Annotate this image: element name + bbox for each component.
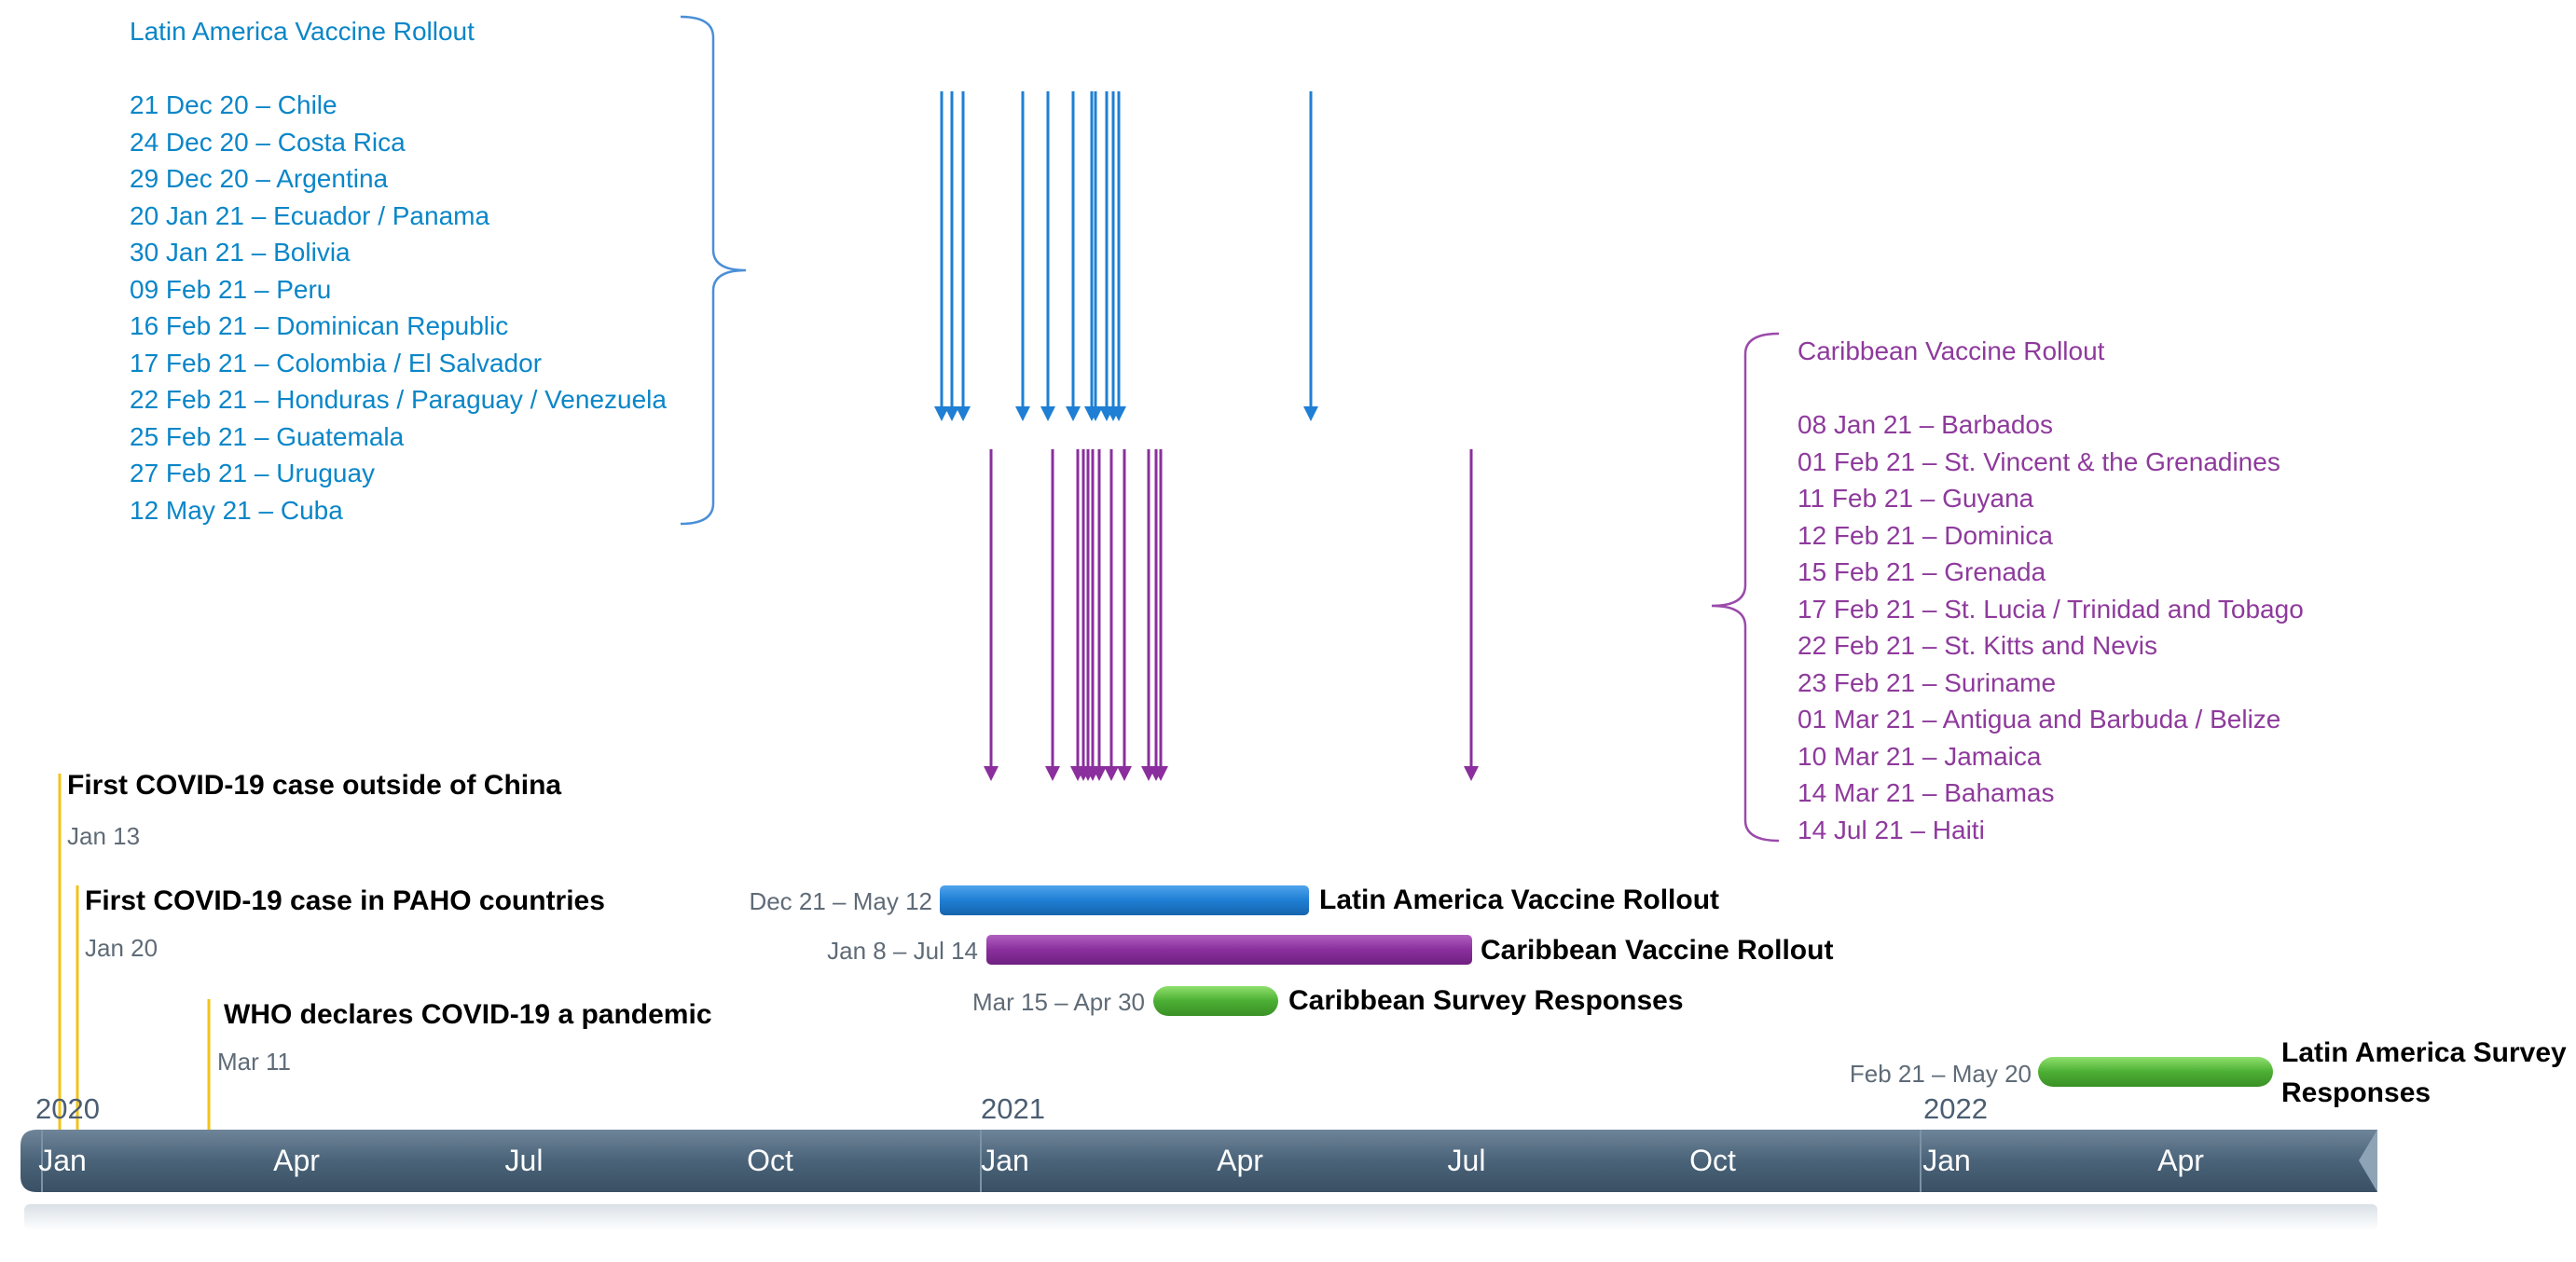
bar-caribbean-rollout xyxy=(986,935,1472,965)
latin-america-arrow-head xyxy=(944,406,959,421)
month-label: Jan xyxy=(38,1144,87,1177)
latin-america-arrow-group xyxy=(934,91,1318,421)
latin-america-arrow-head xyxy=(1015,406,1030,421)
list-item: 12 May 21 – Cuba xyxy=(130,495,343,525)
bar-label: Responses xyxy=(2281,1077,2431,1108)
milestone-title: First COVID-19 case in PAHO countries xyxy=(85,885,605,916)
latin-america-arrow-head xyxy=(934,406,949,421)
month-label: Jul xyxy=(504,1144,544,1177)
caribbean-brace xyxy=(1711,332,1780,843)
caribbean-arrow-head xyxy=(1153,766,1168,781)
list-item: 22 Feb 21 – Honduras / Paraguay / Venezu… xyxy=(130,385,667,414)
year-label: 2022 xyxy=(1923,1092,1988,1125)
latin-america-brace xyxy=(680,15,747,526)
milestone-title: First COVID-19 case outside of China xyxy=(67,770,562,801)
milestone-title: WHO declares COVID-19 a pandemic xyxy=(224,999,712,1030)
caribbean-list: Caribbean Vaccine Rollout 08 Jan 21 – Ba… xyxy=(1798,333,2304,848)
latin-america-arrow-head xyxy=(1066,406,1081,421)
list-item: 01 Feb 21 – St. Vincent & the Grenadines xyxy=(1798,446,2280,476)
list-item: 08 Jan 21 – Barbados xyxy=(1798,410,2053,439)
latin-america-arrow-head xyxy=(1040,406,1055,421)
list-item: 14 Jul 21 – Haiti xyxy=(1798,815,1985,844)
month-label: Jan xyxy=(981,1144,1029,1177)
caribbean-arrow-head xyxy=(1104,766,1119,781)
list-item: 21 Dec 20 – Chile xyxy=(130,90,337,119)
caribbean-arrow-head xyxy=(1464,766,1479,781)
caribbean-list-title: Caribbean Vaccine Rollout xyxy=(1798,336,2105,365)
list-item: 10 Mar 21 – Jamaica xyxy=(1798,741,2042,771)
list-item: 16 Feb 21 – Dominican Republic xyxy=(130,311,509,340)
month-label: Apr xyxy=(1217,1144,1263,1177)
bar-label: Latin America Vaccine Rollout xyxy=(1319,885,1720,915)
list-item: 27 Feb 21 – Uruguay xyxy=(130,459,376,487)
list-item: 15 Feb 21 – Grenada xyxy=(1798,557,2046,586)
bar-date-range: Feb 21 – May 20 xyxy=(1849,1060,2032,1088)
list-item: 12 Feb 21 – Dominica xyxy=(1798,520,2053,550)
caribbean-arrow-head xyxy=(1045,766,1060,781)
latin-america-arrow-head xyxy=(1088,406,1103,421)
latin-america-arrow-head xyxy=(1303,406,1318,421)
axis-shadow xyxy=(24,1204,2377,1230)
latin-america-list-title: Latin America Vaccine Rollout xyxy=(130,17,475,46)
month-label: Jan xyxy=(1922,1144,1971,1177)
list-item: 23 Feb 21 – Suriname xyxy=(1798,667,2057,697)
list-item: 17 Feb 21 – Colombia / El Salvador xyxy=(130,348,543,377)
caribbean-arrow-head xyxy=(984,766,999,781)
list-item: 22 Feb 21 – St. Kitts and Nevis xyxy=(1798,631,2157,660)
bar-label: Latin America Survey xyxy=(2281,1037,2567,1068)
bar-label: Caribbean Survey Responses xyxy=(1288,985,1684,1016)
bar-date-range: Jan 8 – Jul 14 xyxy=(827,937,978,965)
timeline-axis xyxy=(21,1130,2377,1192)
milestone-date: Mar 11 xyxy=(217,1048,291,1076)
list-item: 24 Dec 20 – Costa Rica xyxy=(130,127,406,157)
list-item: 25 Feb 21 – Guatemala xyxy=(130,421,405,451)
month-label: Oct xyxy=(747,1144,793,1177)
bar-label: Caribbean Vaccine Rollout xyxy=(1481,935,1834,966)
milestone-date: Jan 13 xyxy=(67,822,141,850)
month-label: Apr xyxy=(273,1144,320,1177)
caribbean-arrow-head xyxy=(1092,766,1107,781)
list-item: 30 Jan 21 – Bolivia xyxy=(130,238,351,267)
caribbean-arrow-head xyxy=(1117,766,1132,781)
bar-caribbean-survey xyxy=(1153,986,1278,1016)
list-item: 29 Dec 20 – Argentina xyxy=(130,164,389,193)
list-item: 20 Jan 21 – Ecuador / Panama xyxy=(130,200,490,230)
axis-end-cap xyxy=(2359,1130,2377,1192)
year-label: 2021 xyxy=(981,1092,1045,1125)
month-label: Jul xyxy=(1447,1144,1486,1177)
month-label: Oct xyxy=(1689,1144,1736,1177)
caribbean-arrow-group xyxy=(984,449,1479,781)
list-item: 09 Feb 21 – Peru xyxy=(130,274,332,304)
list-item: 11 Feb 21 – Guyana xyxy=(1798,484,2034,513)
latin-america-arrow-head xyxy=(956,406,971,421)
list-item: 14 Mar 21 – Bahamas xyxy=(1798,778,2055,807)
bar-date-range: Dec 21 – May 12 xyxy=(749,887,932,915)
list-item: 01 Mar 21 – Antigua and Barbuda / Belize xyxy=(1798,705,2281,734)
bar-date-range: Mar 15 – Apr 30 xyxy=(972,988,1145,1016)
latin-america-list: Latin America Vaccine Rollout 21 Dec 20 … xyxy=(130,13,667,528)
month-label: Apr xyxy=(2157,1144,2204,1177)
bar-latin-america-rollout xyxy=(940,885,1309,915)
latin-america-arrow-head xyxy=(1111,406,1126,421)
milestone-date: Jan 20 xyxy=(85,934,158,962)
bar-latin-america-survey xyxy=(2038,1057,2273,1087)
year-label: 2020 xyxy=(35,1092,100,1125)
list-item: 17 Feb 21 – St. Lucia / Trinidad and Tob… xyxy=(1798,594,2304,624)
